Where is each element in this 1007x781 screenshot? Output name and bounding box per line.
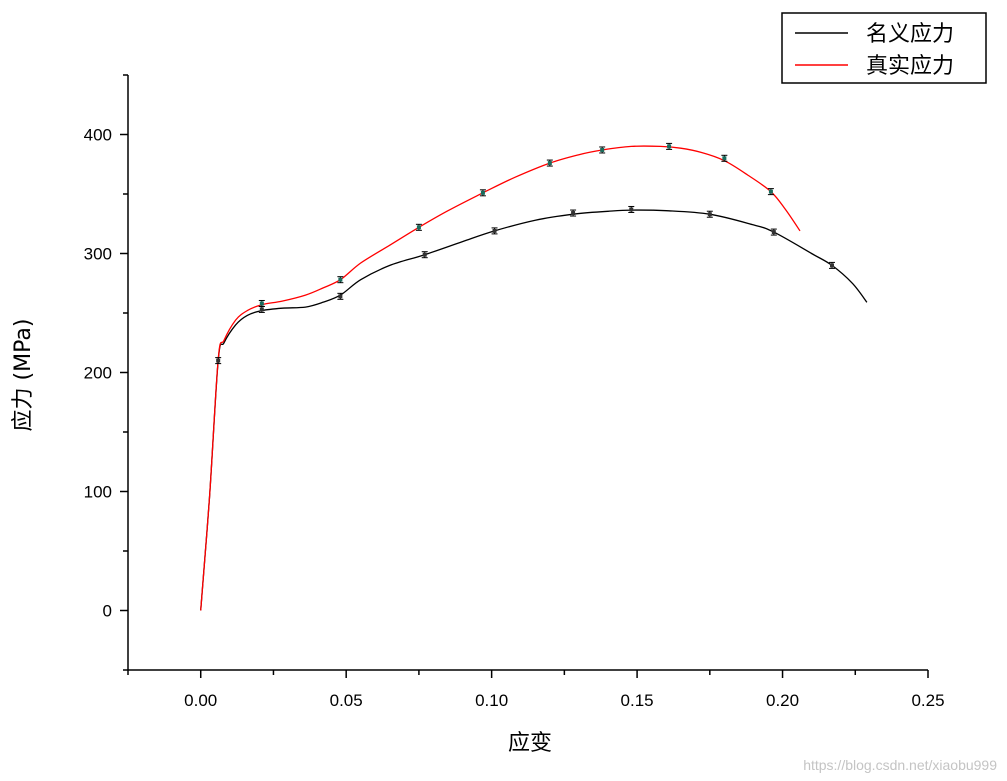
series-line-nominal bbox=[200, 209, 868, 611]
watermark: https://blog.csdn.net/xiaobu999 bbox=[803, 757, 997, 773]
point-marker bbox=[771, 230, 776, 235]
data-point bbox=[770, 228, 777, 236]
data-point bbox=[337, 292, 344, 300]
y-axis-title: 应力 (MPa) bbox=[11, 319, 36, 432]
data-point bbox=[258, 299, 265, 307]
point-marker bbox=[492, 228, 497, 233]
point-marker bbox=[707, 212, 712, 217]
legend-box bbox=[781, 12, 987, 84]
data-point bbox=[337, 276, 344, 284]
series-line-true bbox=[200, 145, 801, 611]
point-marker bbox=[416, 225, 421, 230]
point-marker bbox=[768, 189, 773, 194]
y-tick-label: 200 bbox=[84, 364, 112, 383]
point-marker bbox=[667, 144, 672, 149]
y-tick-label: 100 bbox=[84, 483, 112, 502]
point-marker bbox=[629, 207, 634, 212]
data-point bbox=[628, 205, 635, 213]
data-point bbox=[666, 142, 673, 150]
x-axis-title: 应变 bbox=[508, 731, 552, 756]
data-point bbox=[421, 251, 428, 259]
point-marker bbox=[338, 294, 343, 299]
legend-label-nominal: 名义应力 bbox=[866, 22, 954, 47]
data-point bbox=[491, 227, 498, 235]
markers bbox=[215, 142, 835, 365]
legend-label-true: 真实应力 bbox=[866, 54, 954, 79]
point-marker bbox=[722, 156, 727, 161]
y-tick-label: 300 bbox=[84, 245, 112, 264]
x-tick-label: 0.25 bbox=[911, 691, 944, 710]
data-point bbox=[599, 146, 606, 154]
point-marker bbox=[338, 277, 343, 282]
axes bbox=[120, 74, 929, 678]
data-point bbox=[479, 189, 486, 197]
y-tick-label: 0 bbox=[103, 602, 112, 621]
x-tick-label: 0.20 bbox=[766, 691, 799, 710]
data-point bbox=[570, 209, 577, 217]
legend: 名义应力 真实应力 bbox=[781, 12, 987, 84]
data-point bbox=[215, 357, 222, 365]
point-marker bbox=[571, 211, 576, 216]
y-tick-label: 400 bbox=[84, 126, 112, 145]
x-tick-label: 0.15 bbox=[621, 691, 654, 710]
data-point bbox=[415, 223, 422, 231]
data-point bbox=[546, 159, 553, 167]
x-tick-label: 0.00 bbox=[184, 691, 217, 710]
point-marker bbox=[216, 358, 221, 363]
data-point bbox=[706, 210, 713, 218]
data-point bbox=[767, 188, 774, 196]
data-point bbox=[721, 154, 728, 162]
x-tick-label: 0.10 bbox=[475, 691, 508, 710]
point-marker bbox=[830, 263, 834, 268]
point-marker bbox=[259, 301, 264, 306]
x-tick-label: 0.05 bbox=[330, 691, 363, 710]
curves bbox=[200, 145, 868, 611]
point-marker bbox=[600, 147, 605, 152]
point-marker bbox=[259, 307, 264, 312]
point-marker bbox=[480, 190, 485, 195]
point-marker bbox=[547, 161, 552, 166]
tick-labels: 0 100 200 300 400 0.00 0.05 0.10 0.15 0.20 0.25 bbox=[84, 126, 945, 711]
point-marker bbox=[422, 252, 427, 257]
data-point bbox=[829, 261, 835, 269]
